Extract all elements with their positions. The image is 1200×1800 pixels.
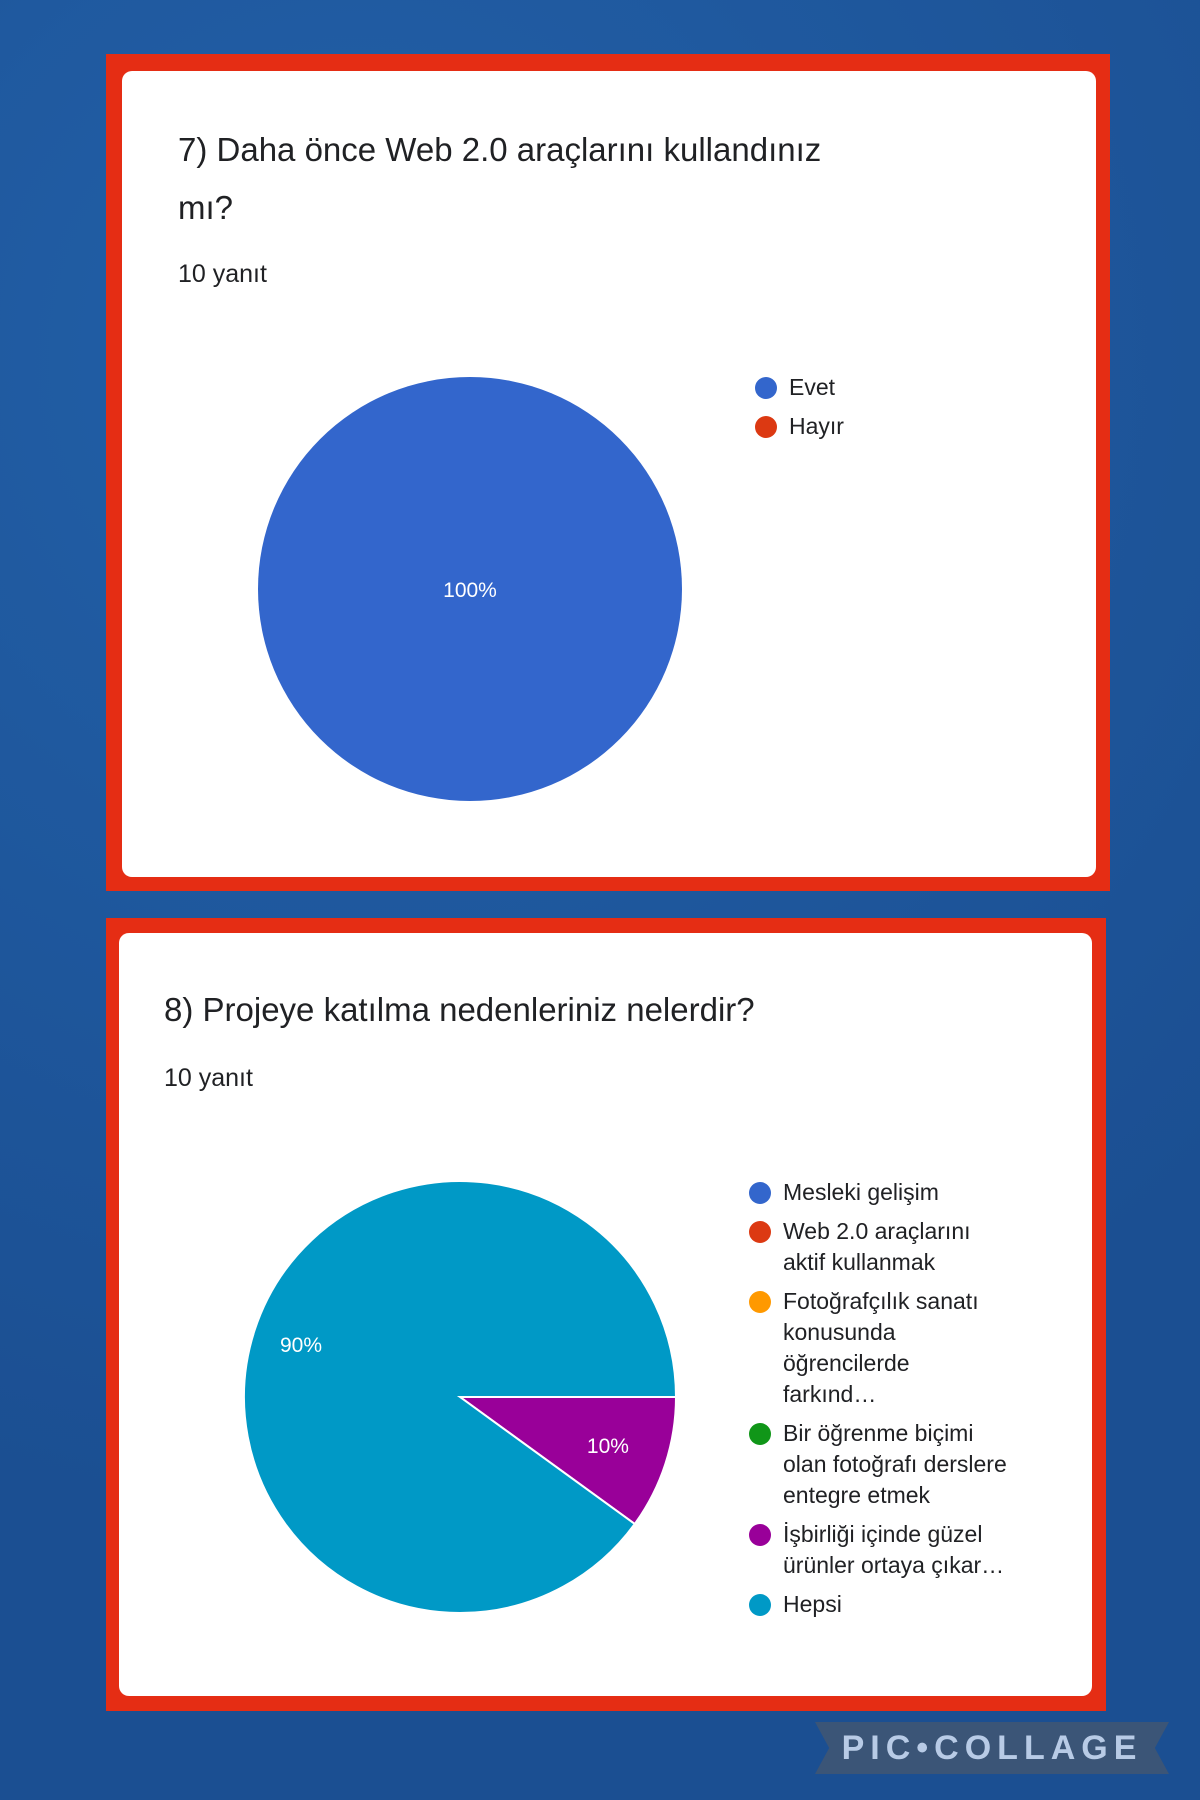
pie-slice-label: 90%	[280, 1334, 322, 1357]
pie-slice-label: 10%	[587, 1435, 629, 1458]
legend-dot-icon	[749, 1524, 771, 1546]
pie-slice-1[interactable]	[258, 377, 682, 801]
legend-item[interactable]: Hayır	[755, 411, 1015, 442]
legend-dot-icon	[749, 1182, 771, 1204]
legend-label: Mesleki gelişim	[783, 1179, 939, 1205]
legend-item[interactable]: Web 2.0 araçlarını aktif kullanmak	[749, 1216, 1009, 1278]
legend-dot-icon	[749, 1423, 771, 1445]
legend-dot-icon	[749, 1221, 771, 1243]
question-8-legend: Mesleki gelişim Web 2.0 araçlarını aktif …	[749, 1177, 1009, 1628]
legend-dot-icon	[755, 416, 777, 438]
legend-label: Evet	[789, 374, 836, 400]
question-7-response-count: 10 yanıt	[178, 260, 267, 288]
legend-item[interactable]: Fotoğrafçılık sanatı konusunda öğrencile…	[749, 1286, 1009, 1410]
legend-label: Bir öğrenme biçimi olan fotoğrafı dersle…	[783, 1420, 1007, 1508]
legend-label: Fotoğrafçılık sanatı konusunda öğrencile…	[783, 1288, 979, 1407]
legend-dot-icon	[749, 1291, 771, 1313]
legend-item[interactable]: Evet	[755, 372, 1015, 403]
legend-label: İşbirliği içinde güzel ürünler ortaya çı…	[783, 1521, 1005, 1578]
legend-dot-icon	[755, 377, 777, 399]
legend-label: Hepsi	[783, 1591, 842, 1617]
pie-slice-5[interactable]	[456, 1396, 678, 1526]
question-8-response-count: 10 yanıt	[164, 1064, 253, 1092]
legend-item[interactable]: Bir öğrenme biçimi olan fotoğrafı dersle…	[749, 1418, 1009, 1511]
legend-label: Web 2.0 araçlarını aktif kullanmak	[783, 1218, 971, 1275]
pic-collage-watermark: PIC•COLLAGE	[815, 1722, 1169, 1774]
question-7-title-line1: 7) Daha önce Web 2.0 araçlarını kullandı…	[178, 131, 822, 168]
legend-item[interactable]: Hepsi	[749, 1589, 1009, 1620]
question-7-title-line2: mı?	[178, 189, 234, 226]
legend-dot-icon	[749, 1594, 771, 1616]
pie-slice-6[interactable]	[243, 1180, 678, 1614]
legend-item[interactable]: İşbirliği içinde güzel ürünler ortaya çı…	[749, 1519, 1009, 1581]
legend-item[interactable]: Mesleki gelişim	[749, 1177, 1009, 1208]
legend-label: Hayır	[789, 413, 844, 439]
question-7-title: 7) Daha önce Web 2.0 araçlarını kullandı…	[178, 121, 821, 237]
pie-slice-label: 100%	[443, 579, 497, 602]
question-8-title: 8) Projeye katılma nedenleriniz nelerdir…	[164, 991, 755, 1028]
question-7-legend: Evet Hayır	[755, 372, 1015, 450]
